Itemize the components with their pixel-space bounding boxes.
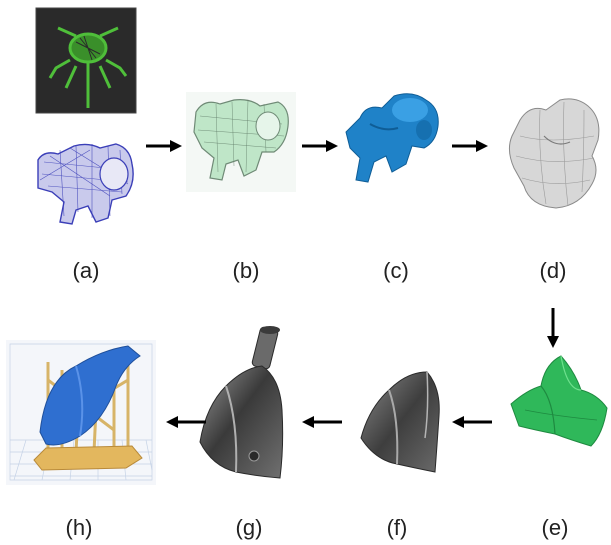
label-c: (c) [383, 258, 409, 283]
wireframe-vertebra-model [30, 130, 140, 230]
arrow-icon [547, 308, 559, 348]
label-a: (a) [72, 258, 100, 283]
gray-surface-model [500, 96, 610, 221]
solid-blue-model [340, 88, 450, 193]
arrow-icon [146, 140, 182, 152]
metal-model [355, 368, 445, 478]
label-h: (h) [65, 515, 93, 540]
metal-model-with-inlet [196, 322, 296, 487]
arrow-icon [166, 416, 206, 428]
arrow-icon [302, 140, 338, 152]
label-e: (e) [541, 515, 569, 540]
label-f: (f) [386, 515, 408, 540]
green-scaffold-surface [505, 350, 611, 450]
green-mesh-model [186, 92, 296, 192]
arrow-icon [302, 416, 342, 428]
arrow-icon [452, 416, 492, 428]
label-d: (d) [539, 258, 567, 283]
label-b: (b) [232, 258, 260, 283]
ct-slice-image [35, 7, 137, 114]
print-preview [6, 340, 156, 485]
label-g: (g) [235, 515, 263, 540]
arrow-icon [452, 140, 488, 152]
